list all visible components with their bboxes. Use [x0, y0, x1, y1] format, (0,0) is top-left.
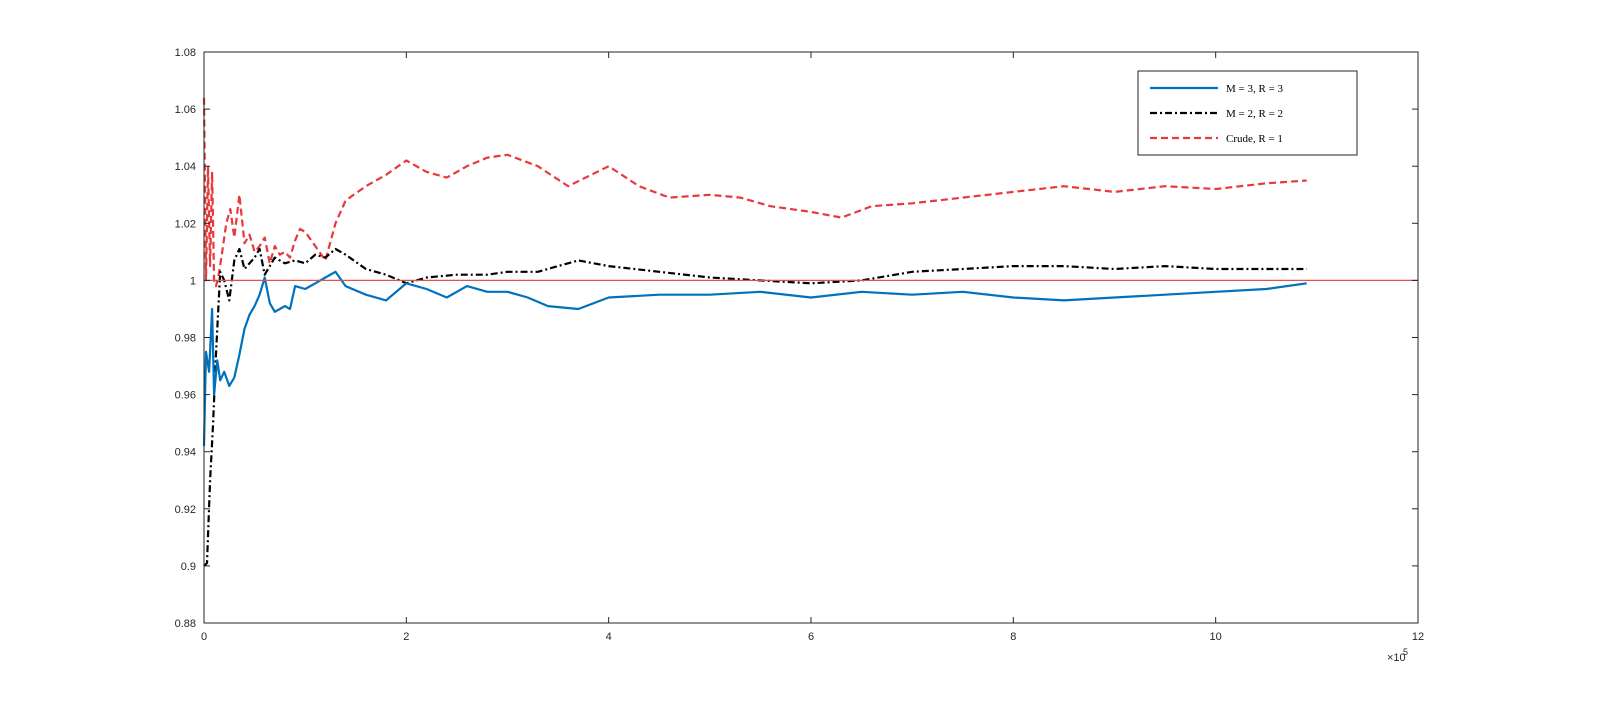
y-tick-label: 0.88 [175, 618, 196, 630]
legend-label-0: M = 3, R = 3 [1226, 83, 1284, 95]
series-line-1 [203, 247, 1307, 567]
legend-label-1: M = 2, R = 2 [1226, 108, 1283, 120]
series-line-2 [202, 97, 1307, 288]
legend: M = 3, R = 3 M = 2, R = 2 Crude, R = 1 [1137, 70, 1358, 156]
x-multiplier-label: ×10 [1387, 652, 1406, 664]
y-tick-label: 0.94 [175, 447, 196, 459]
legend-box [1137, 70, 1358, 156]
x-axis: 0 2 4 6 8 10 12 [201, 52, 1424, 643]
x-tick-label: 2 [403, 631, 409, 643]
x-tick-label: 4 [606, 631, 612, 643]
y-tick-label: 1.06 [175, 104, 196, 116]
x-tick-label: 0 [201, 631, 207, 643]
x-multiplier: ×10 5 [1387, 647, 1408, 664]
x-multiplier-exponent: 5 [1403, 647, 1408, 657]
y-tick-label: 0.98 [175, 333, 196, 345]
x-tick-label: 8 [1010, 631, 1016, 643]
x-tick-label: 10 [1210, 631, 1222, 643]
x-tick-label: 6 [808, 631, 814, 643]
y-tick-label: 1 [190, 275, 196, 287]
y-tick-label: 0.96 [175, 390, 196, 402]
y-tick-label: 1.04 [175, 161, 196, 173]
y-axis: 0.88 0.9 0.92 0.94 0.96 0.98 1 1.02 1.04 1.06 1.08 [175, 47, 1418, 630]
y-tick-label: 0.9 [181, 561, 196, 573]
x-tick-label: 12 [1412, 631, 1424, 643]
y-tick-label: 1.08 [175, 47, 196, 59]
y-tick-label: 1.02 [175, 218, 196, 230]
series-layer [202, 97, 1307, 567]
series-line-0 [202, 270, 1307, 447]
y-tick-label: 0.92 [175, 504, 196, 516]
legend-label-2: Crude, R = 1 [1226, 133, 1283, 145]
